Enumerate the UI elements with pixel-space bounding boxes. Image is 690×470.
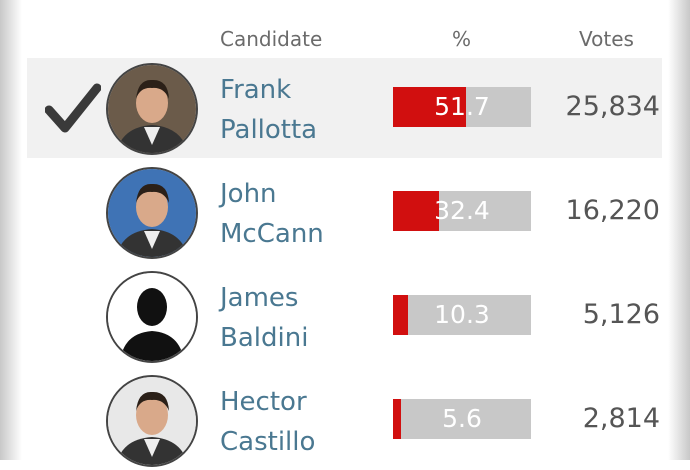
candidate-name: Frank Pallotta — [220, 70, 317, 150]
candidate-last-name: McCann — [220, 219, 324, 249]
percent-bar-fill — [393, 191, 440, 231]
vote-count: 25,834 — [565, 91, 660, 122]
vote-count: 16,220 — [565, 195, 660, 226]
candidate-last-name: Pallotta — [220, 115, 318, 145]
header-percent: % — [452, 27, 472, 51]
percent-bar: 51.7 — [393, 87, 531, 127]
header-votes: Votes — [579, 27, 634, 51]
candidate-row: Hector Castillo 5.6 2,814 — [27, 370, 662, 470]
right-edge-shadow — [668, 0, 690, 460]
percent-bar-fill — [393, 295, 408, 335]
candidate-last-name: Baldini — [220, 323, 309, 353]
vote-count: 2,814 — [582, 403, 660, 434]
candidate-first-name: James — [220, 283, 299, 313]
candidate-name: James Baldini — [220, 278, 308, 358]
candidate-row: John McCann 32.4 16,220 — [27, 162, 662, 262]
candidate-name: Hector Castillo — [220, 382, 315, 462]
candidate-row: James Baldini 10.3 5,126 — [27, 266, 662, 366]
percent-bar: 5.6 — [393, 399, 531, 439]
percent-value: 51.7 — [434, 92, 490, 121]
percent-value: 10.3 — [434, 300, 490, 329]
percent-bar-fill — [393, 87, 467, 127]
candidate-name: John McCann — [220, 174, 324, 254]
vote-count: 5,126 — [582, 299, 660, 330]
left-edge-shadow — [0, 0, 22, 460]
candidate-avatar — [106, 167, 198, 259]
winner-check-icon — [45, 83, 101, 133]
candidate-row: Frank Pallotta 51.7 25,834 — [27, 58, 662, 158]
candidate-avatar — [106, 375, 198, 467]
candidate-avatar — [106, 63, 198, 155]
percent-bar-fill — [393, 399, 402, 439]
header-candidate: Candidate — [220, 27, 323, 51]
candidate-first-name: Hector — [220, 387, 307, 417]
candidate-avatar — [106, 271, 198, 363]
percent-value: 5.6 — [442, 404, 482, 433]
percent-value: 32.4 — [434, 196, 490, 225]
candidate-last-name: Castillo — [220, 427, 316, 457]
percent-bar: 32.4 — [393, 191, 531, 231]
candidate-first-name: Frank — [220, 75, 292, 105]
candidate-first-name: John — [220, 179, 277, 209]
percent-bar: 10.3 — [393, 295, 531, 335]
